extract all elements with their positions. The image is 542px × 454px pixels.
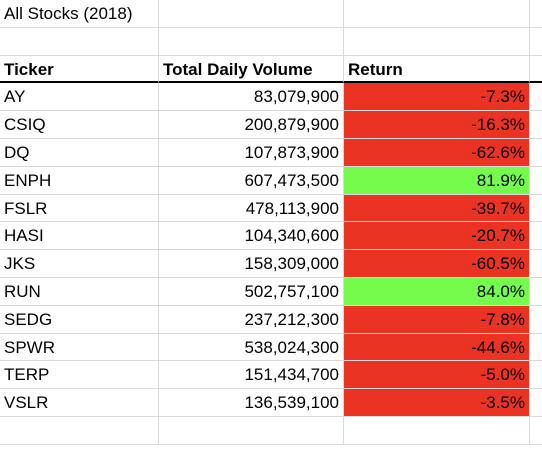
table-row: FSLR 478,113,900 -39.7% (0, 194, 542, 223)
ticker-cell[interactable]: AY (0, 83, 159, 112)
table-row: ENPH 607,473,500 81.9% (0, 166, 542, 195)
empty-cell[interactable] (159, 27, 344, 56)
ticker-cell[interactable]: VSLR (0, 389, 159, 417)
blank-row (0, 417, 542, 445)
empty-cell[interactable] (344, 27, 530, 56)
ticker-cell[interactable]: TERP (0, 361, 159, 390)
return-cell[interactable]: -7.8% (344, 305, 530, 334)
table-row: AY 83,079,900 -7.3% (0, 83, 542, 112)
ticker-cell[interactable]: DQ (0, 139, 159, 167)
empty-cell[interactable] (530, 361, 542, 390)
table-row: VSLR 136,539,100 -3.5% (0, 389, 542, 417)
table-row: RUN 502,757,100 84.0% (0, 278, 542, 306)
return-cell[interactable]: -62.6% (344, 139, 530, 167)
empty-cell[interactable] (530, 389, 542, 417)
blank-row (0, 27, 542, 56)
empty-cell[interactable] (0, 27, 159, 56)
sheet-title: All Stocks (2018) (4, 4, 133, 23)
empty-cell[interactable] (530, 250, 542, 278)
ticker-cell[interactable]: RUN (0, 278, 159, 306)
header-volume[interactable]: Total Daily Volume (159, 55, 344, 84)
volume-cell[interactable]: 538,024,300 (159, 333, 344, 362)
ticker-cell[interactable]: FSLR (0, 194, 159, 223)
return-cell[interactable]: -3.5% (344, 389, 530, 417)
table-row: SPWR 538,024,300 -44.6% (0, 333, 542, 362)
empty-cell[interactable] (159, 0, 344, 28)
ticker-cell[interactable]: SEDG (0, 305, 159, 334)
empty-cell[interactable] (344, 417, 530, 445)
ticker-cell[interactable]: ENPH (0, 166, 159, 195)
volume-cell[interactable]: 151,434,700 (159, 361, 344, 390)
sheet-title-cell[interactable]: All Stocks (2018) (0, 0, 159, 28)
empty-cell[interactable] (530, 0, 542, 28)
empty-cell[interactable] (530, 111, 542, 139)
empty-cell[interactable] (530, 56, 542, 84)
return-cell[interactable]: 81.9% (344, 166, 530, 195)
empty-cell[interactable] (530, 139, 542, 167)
return-cell[interactable]: -20.7% (344, 222, 530, 251)
return-cell[interactable]: -39.7% (344, 194, 530, 223)
volume-cell[interactable]: 237,212,300 (159, 305, 344, 334)
volume-cell[interactable]: 607,473,500 (159, 166, 344, 195)
volume-cell[interactable]: 104,340,600 (159, 222, 344, 251)
header-row: Ticker Total Daily Volume Return (0, 55, 542, 84)
empty-cell[interactable] (530, 334, 542, 362)
table-row: CSIQ 200,879,900 -16.3% (0, 111, 542, 139)
empty-cell[interactable] (530, 83, 542, 112)
table-row: SEDG 237,212,300 -7.8% (0, 305, 542, 334)
empty-cell[interactable] (530, 278, 542, 306)
empty-cell[interactable] (530, 195, 542, 223)
volume-cell[interactable]: 502,757,100 (159, 278, 344, 306)
empty-cell[interactable] (0, 417, 159, 445)
header-return[interactable]: Return (344, 55, 530, 84)
table-row: JKS 158,309,000 -60.5% (0, 250, 542, 278)
table-row: DQ 107,873,900 -62.6% (0, 139, 542, 167)
header-ticker[interactable]: Ticker (0, 55, 159, 84)
ticker-cell[interactable]: HASI (0, 222, 159, 251)
table-row: HASI 104,340,600 -20.7% (0, 222, 542, 251)
volume-cell[interactable]: 158,309,000 (159, 250, 344, 278)
return-cell[interactable]: -7.3% (344, 83, 530, 112)
return-cell[interactable]: -16.3% (344, 111, 530, 139)
return-cell[interactable]: -5.0% (344, 361, 530, 390)
empty-cell[interactable] (530, 167, 542, 195)
return-cell[interactable]: 84.0% (344, 278, 530, 306)
empty-cell[interactable] (530, 222, 542, 251)
volume-cell[interactable]: 83,079,900 (159, 83, 344, 112)
title-row: All Stocks (2018) (0, 0, 542, 28)
volume-cell[interactable]: 200,879,900 (159, 111, 344, 139)
volume-cell[interactable]: 478,113,900 (159, 194, 344, 223)
empty-cell[interactable] (344, 0, 530, 28)
volume-cell[interactable]: 107,873,900 (159, 139, 344, 167)
ticker-cell[interactable]: SPWR (0, 333, 159, 362)
ticker-cell[interactable]: JKS (0, 250, 159, 278)
empty-cell[interactable] (530, 28, 542, 56)
volume-cell[interactable]: 136,539,100 (159, 389, 344, 417)
table-row: TERP 151,434,700 -5.0% (0, 361, 542, 390)
empty-cell[interactable] (530, 417, 542, 445)
empty-cell[interactable] (159, 417, 344, 445)
ticker-cell[interactable]: CSIQ (0, 111, 159, 139)
return-cell[interactable]: -44.6% (344, 333, 530, 362)
return-cell[interactable]: -60.5% (344, 250, 530, 278)
empty-cell[interactable] (530, 306, 542, 334)
